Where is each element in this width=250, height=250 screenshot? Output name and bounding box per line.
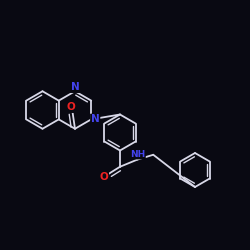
Text: N: N [70, 82, 79, 92]
Text: N: N [91, 114, 100, 124]
Text: NH: NH [130, 150, 145, 159]
Text: O: O [100, 172, 108, 182]
Text: O: O [67, 102, 76, 112]
